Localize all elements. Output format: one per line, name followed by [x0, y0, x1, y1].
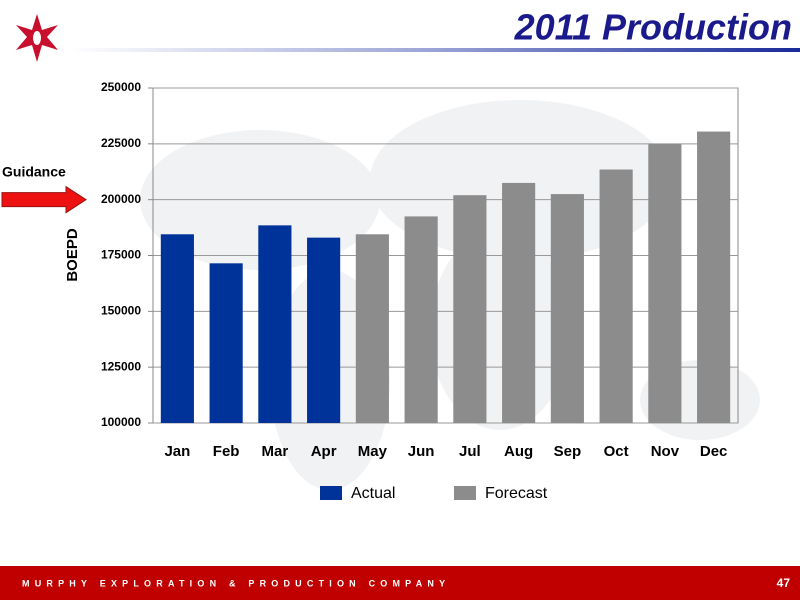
annotation-arrow — [1, 185, 87, 214]
bar — [453, 195, 487, 423]
y-tick-label: 150000 — [101, 304, 141, 318]
bar — [599, 169, 633, 423]
y-tick-label: 250000 — [101, 80, 141, 94]
bar — [697, 131, 731, 424]
slide-title: 2011 Production — [514, 7, 792, 48]
plot: 100000 125000 150000 175000 200000 225000 2500… — [1, 80, 739, 502]
x-tick-label: Oct — [604, 443, 629, 460]
x-tick-label: Sep — [554, 443, 582, 460]
header-rule — [70, 48, 800, 52]
y-tick-label: 175000 — [101, 248, 141, 262]
bar — [209, 263, 243, 423]
page-number: 47 — [777, 576, 791, 590]
y-axis-label: BOEPD — [64, 228, 81, 282]
y-tick-label: 100000 — [101, 415, 141, 429]
bar — [648, 143, 682, 424]
x-tick-label: Dec — [700, 443, 728, 460]
legend-label: Forecast — [485, 485, 548, 502]
y-tick-label: 225000 — [101, 136, 141, 150]
footer-company: MURPHY EXPLORATION & PRODUCTION COMPANY — [22, 578, 450, 588]
x-tick-label: Mar — [262, 443, 289, 460]
legend-label: Actual — [351, 485, 395, 502]
annotation-label: Guidance — [2, 163, 66, 179]
bar — [307, 237, 341, 423]
bar — [404, 216, 438, 423]
bar — [355, 234, 389, 423]
x-tick-label: Aug — [504, 443, 533, 460]
bar — [258, 225, 292, 423]
logo — [16, 14, 58, 62]
bar — [502, 182, 536, 423]
legend-swatch — [320, 486, 342, 500]
y-tick-label: 200000 — [101, 192, 141, 206]
legend-swatch — [454, 486, 476, 500]
x-tick-label: Jan — [164, 443, 190, 460]
bar — [550, 194, 584, 423]
bar — [160, 234, 194, 423]
y-tick-label: 125000 — [101, 359, 141, 373]
x-tick-label: May — [358, 443, 388, 460]
x-tick-label: Apr — [311, 443, 337, 460]
x-tick-label: Nov — [651, 443, 680, 460]
x-tick-label: Jul — [459, 443, 481, 460]
x-tick-label: Jun — [408, 443, 435, 460]
footer-band — [0, 566, 800, 600]
x-tick-label: Feb — [213, 443, 240, 460]
